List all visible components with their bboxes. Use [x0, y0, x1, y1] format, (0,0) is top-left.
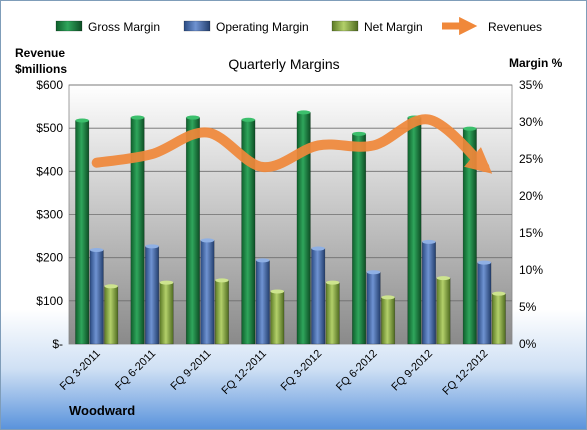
left-tick-label: $300 [36, 208, 63, 222]
bar-net-margin [325, 282, 340, 345]
legend-label: Net Margin [364, 20, 423, 34]
legend-swatch [55, 20, 83, 32]
bar-cap [130, 115, 145, 120]
bar-cap [159, 280, 174, 285]
legend-swatch [183, 20, 211, 32]
bar-net-margin [104, 286, 119, 345]
legend: Gross Margin Operating Margin Net Margin Re… [55, 16, 542, 36]
bar-cap [215, 278, 229, 283]
bar-net-margin [381, 297, 396, 345]
bar-cap [186, 115, 200, 120]
bar-operating-margin [421, 241, 436, 345]
bar-cap [436, 276, 451, 281]
bar-operating-margin [89, 249, 104, 345]
right-tick-label: 30% [519, 115, 543, 129]
bar-cap [381, 295, 395, 300]
bar-net-margin [214, 280, 229, 345]
bar-cap [422, 239, 436, 244]
bar-cap [104, 284, 118, 289]
bar-gross-margin [185, 117, 200, 345]
left-axis-label-line2: $millions [15, 62, 67, 76]
bar-operating-margin [477, 262, 492, 345]
right-tick-label: 35% [519, 78, 543, 92]
right-tick-label: 25% [519, 152, 543, 166]
right-tick-label: 20% [519, 189, 543, 203]
legend-swatch [331, 20, 359, 32]
bar-operating-margin [145, 246, 160, 345]
bar-cap [200, 238, 215, 243]
legend-label: Revenues [488, 20, 542, 34]
bar-operating-margin [255, 260, 270, 345]
bars-group [75, 110, 506, 345]
right-tick-label: 15% [519, 226, 543, 240]
bar-net-margin [270, 291, 285, 345]
left-tick-label: $100 [36, 294, 63, 308]
category-label: FQ 9-2012 [389, 348, 435, 394]
category-label: FQ 6-2011 [113, 348, 158, 393]
chart-title: Quarterly Margins [228, 56, 339, 72]
left-tick-label: $500 [36, 121, 63, 135]
bar-cap [311, 246, 325, 251]
revenue-line [91, 114, 493, 174]
bar-cap [492, 291, 506, 296]
bar-cap [477, 260, 492, 265]
bar-operating-margin [366, 271, 381, 345]
right-tick-label: 5% [519, 300, 537, 314]
right-tick-label: 10% [519, 263, 543, 277]
category-label: FQ 9-2011 [168, 348, 213, 393]
left-tick-label: $200 [36, 251, 63, 265]
right-tick-label: 0% [519, 337, 537, 351]
bar-net-margin [436, 277, 451, 345]
left-axis-label-line1: Revenue [15, 46, 65, 60]
bar-gross-margin [407, 117, 422, 345]
bar-cap [256, 258, 270, 263]
category-label: FQ 3-2012 [279, 348, 325, 394]
revenue-line-group [91, 114, 493, 174]
bar-cap [270, 289, 285, 294]
left-tick-label: $400 [36, 164, 63, 178]
category-label: FQ 12-2011 [220, 348, 269, 397]
right-axis-label: Margin % [509, 56, 563, 70]
bar-net-margin [491, 293, 506, 345]
bar-cap [145, 244, 159, 249]
bar-operating-margin [311, 248, 326, 345]
bar-cap [241, 117, 256, 122]
bar-cap [296, 110, 311, 115]
bar-gross-margin [75, 120, 90, 345]
bar-cap [89, 248, 104, 253]
bar-cap [325, 280, 340, 285]
category-label: FQ 3-2011 [58, 348, 103, 393]
category-label: FQ 12-2012 [440, 348, 490, 398]
bar-operating-margin [200, 240, 215, 345]
legend-label: Operating Margin [216, 20, 309, 34]
footer-label: Woodward [69, 403, 135, 418]
category-label: FQ 6-2012 [334, 348, 380, 394]
bar-cap [75, 118, 89, 123]
bar-cap [352, 131, 366, 136]
bar-cap [366, 270, 381, 275]
left-tick-label: $- [52, 337, 63, 351]
left-tick-label: $600 [36, 78, 63, 92]
bar-net-margin [159, 282, 174, 345]
legend-label: Gross Margin [88, 20, 160, 34]
bar-cap [463, 126, 477, 131]
bar-gross-margin [352, 133, 367, 345]
